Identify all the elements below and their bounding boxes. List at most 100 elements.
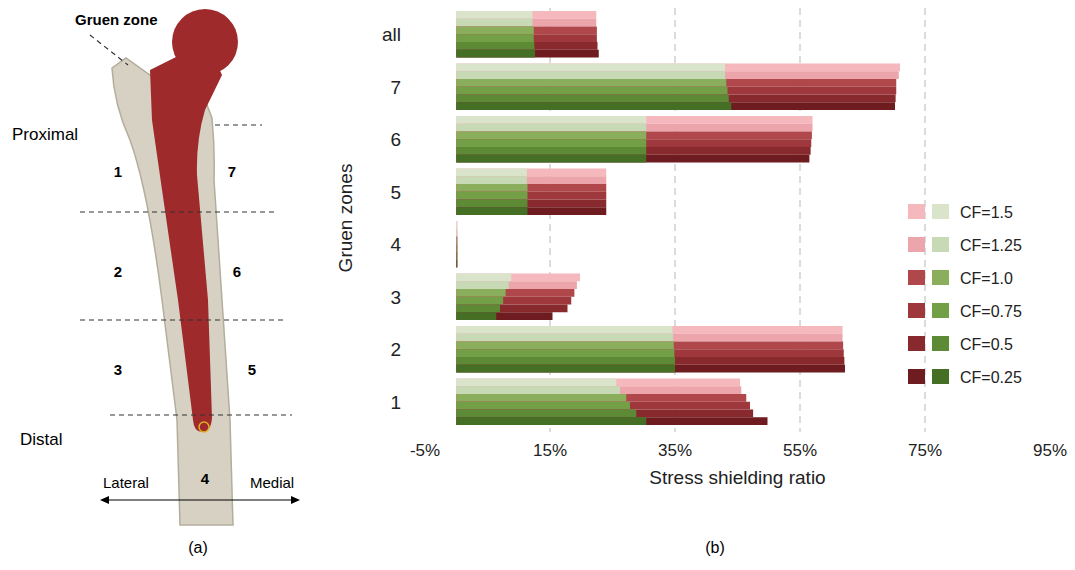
bar xyxy=(456,169,527,177)
bar xyxy=(456,252,457,260)
bar xyxy=(456,71,725,79)
bar xyxy=(456,184,606,192)
legend-swatch xyxy=(908,369,925,384)
bar xyxy=(456,200,527,208)
bar xyxy=(456,11,532,19)
bar xyxy=(456,64,900,72)
legend-label: CF=0.5 xyxy=(960,336,1013,353)
bar xyxy=(456,281,577,289)
bar xyxy=(456,334,842,342)
bar xyxy=(456,365,845,373)
bar xyxy=(456,87,727,95)
bar xyxy=(456,386,620,394)
legend-swatch xyxy=(908,237,925,252)
y-tick-label: 6 xyxy=(390,129,401,150)
grid-line xyxy=(925,8,926,432)
bar xyxy=(456,192,527,200)
bar xyxy=(456,305,567,313)
zone-boundary xyxy=(80,211,275,212)
bar xyxy=(456,410,753,418)
bar xyxy=(456,334,673,342)
bar xyxy=(456,169,606,177)
bar xyxy=(456,260,458,268)
panel-caption: (a) xyxy=(188,539,208,556)
bar xyxy=(456,139,811,147)
y-tick-label: 4 xyxy=(390,234,401,255)
bar xyxy=(456,79,896,87)
bar xyxy=(456,402,630,410)
bar xyxy=(456,221,458,229)
y-axis-title: Gruen zones xyxy=(335,164,356,273)
bar xyxy=(456,11,596,19)
bar xyxy=(456,50,599,58)
x-tick-label: 75% xyxy=(908,441,942,460)
x-tick-label: 95% xyxy=(1033,441,1067,460)
y-tick-label: 5 xyxy=(390,182,401,203)
bar xyxy=(456,357,844,365)
x-tick-label: 35% xyxy=(658,441,692,460)
bar xyxy=(456,297,503,305)
bar xyxy=(456,386,741,394)
bar xyxy=(456,342,674,350)
bar xyxy=(456,176,527,184)
bar xyxy=(456,71,899,79)
zone-boundary xyxy=(90,35,128,65)
bar xyxy=(456,132,646,140)
bar xyxy=(456,184,527,192)
diagram-panel: Gruen zoneProximalDistalLateralMedial123… xyxy=(12,9,300,556)
stem xyxy=(150,55,222,432)
bar xyxy=(456,274,511,282)
bar xyxy=(456,221,457,229)
legend-swatch xyxy=(908,270,925,285)
zone-boundary xyxy=(110,414,292,415)
zone-number: 1 xyxy=(114,163,122,180)
y-tick-label: all xyxy=(382,24,401,45)
panel-caption: (b) xyxy=(705,539,725,556)
x-tick-label: -5% xyxy=(410,441,440,460)
legend-swatch xyxy=(932,204,949,219)
bar xyxy=(456,200,606,208)
bar xyxy=(456,274,580,282)
bar xyxy=(456,27,597,35)
bar xyxy=(456,124,812,132)
bar xyxy=(456,229,458,237)
legend-label: CF=1.0 xyxy=(960,270,1013,287)
bar xyxy=(456,252,458,260)
bar xyxy=(456,139,646,147)
bar xyxy=(456,312,552,320)
legend-swatch xyxy=(932,336,949,351)
bar xyxy=(456,64,725,72)
legend-swatch xyxy=(932,369,949,384)
figure: Gruen zoneProximalDistalLateralMedial123… xyxy=(0,0,1075,570)
lateral-label: Lateral xyxy=(103,474,149,491)
bar xyxy=(456,297,571,305)
legend-label: CF=0.25 xyxy=(960,369,1022,386)
bar xyxy=(456,289,574,297)
stem-tip-marker xyxy=(199,422,209,432)
bar xyxy=(456,42,534,50)
bar xyxy=(456,289,505,297)
bar xyxy=(456,19,532,27)
legend-label: CF=1.5 xyxy=(960,204,1013,221)
bar xyxy=(456,132,812,140)
legend: CF=1.5CF=1.25CF=1.0CF=0.75CF=0.5CF=0.25 xyxy=(908,204,1022,386)
bar xyxy=(456,229,457,237)
bar xyxy=(456,349,844,357)
zone-number: 6 xyxy=(233,263,241,280)
bar xyxy=(456,326,842,334)
bar xyxy=(456,116,646,124)
bar xyxy=(456,95,729,103)
bars xyxy=(456,11,900,425)
bar xyxy=(456,379,616,387)
bar xyxy=(456,102,731,110)
bar xyxy=(456,326,672,334)
zone-number: 3 xyxy=(114,361,122,378)
bar xyxy=(456,147,646,155)
bar xyxy=(456,87,896,95)
y-tick-label: 7 xyxy=(390,77,401,98)
bar xyxy=(456,365,675,373)
legend-label: CF=0.75 xyxy=(960,303,1022,320)
zone-number: 7 xyxy=(228,163,236,180)
y-tick-label: 3 xyxy=(390,287,401,308)
distal-label: Distal xyxy=(20,430,63,449)
